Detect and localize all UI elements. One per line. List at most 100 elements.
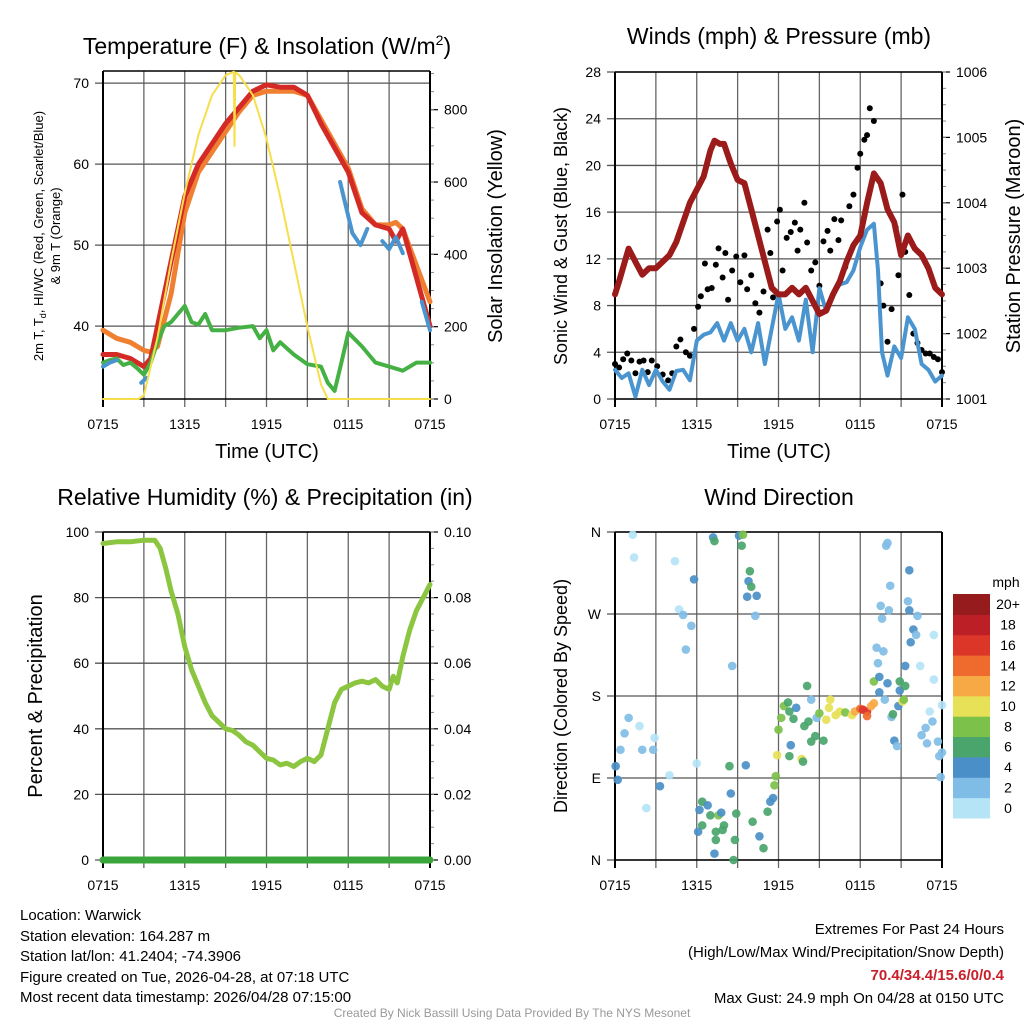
x-tick-label: 1315 — [169, 416, 200, 432]
station-info: Location: Warwick Station elevation: 164… — [20, 906, 351, 1009]
max-gust: Max Gust: 24.9 mph On 04/28 at 0150 UTC — [713, 990, 1004, 1007]
wind-gust-point — [733, 253, 740, 260]
wind-direction-point — [873, 658, 883, 668]
colorbar-label: 18 — [1000, 617, 1016, 633]
wind-gust-point — [725, 296, 732, 303]
colorbar-swatch — [953, 797, 990, 819]
wind-gust-point — [895, 272, 902, 279]
y2-tick-label: 800 — [444, 102, 468, 118]
wind-gust-point — [648, 357, 655, 364]
wind-gust-point — [764, 226, 771, 233]
wind-direction-point — [936, 772, 945, 782]
colorbar-label: 20+ — [996, 596, 1020, 612]
colorbar-swatch — [953, 655, 990, 676]
x-tick-label: 0115 — [333, 416, 363, 432]
y-tick-label: 4 — [593, 344, 601, 360]
wind-direction-point — [900, 681, 910, 691]
wind-gust-point — [812, 259, 819, 266]
wind-direction-plot: N E S W N 0715 1315 1915 0115 0715 mph 0 2 4 6 8 10 12 14 1… — [588, 524, 1020, 893]
wind-direction-point — [726, 789, 736, 798]
wind-direction-chart-title: Wind Direction — [704, 484, 854, 510]
station-elevation: Station elevation: 164.287 m — [20, 927, 211, 945]
wind-direction-point — [648, 745, 658, 755]
colorbar-swatch — [953, 695, 990, 717]
wind-direction-point — [925, 707, 935, 716]
wind-gust-point — [939, 369, 945, 376]
wind-direction-point — [913, 611, 922, 621]
wind-gust-point — [838, 217, 845, 224]
wind-direction-point — [899, 695, 909, 704]
wind-gust-point — [691, 325, 698, 332]
wind-gust-point — [791, 219, 798, 226]
insolation-ylabel: Solar Insolation (Yellow) — [485, 129, 507, 343]
colorbar-label: 8 — [1004, 718, 1012, 734]
wind-direction-point — [738, 530, 748, 540]
wind-gust-point — [846, 203, 853, 210]
wind-gust-point — [824, 227, 831, 234]
wind-direction-point — [642, 803, 651, 813]
wind-gust-point — [857, 150, 864, 157]
y2-tick-label: 0.02 — [444, 786, 471, 802]
wind-gust-point — [835, 237, 842, 244]
wind-direction-point — [786, 740, 796, 750]
wind-gust-point — [820, 238, 827, 245]
y-tick-label: 60 — [73, 655, 89, 671]
wind-gust-point — [808, 267, 815, 274]
relative-humidity-line — [100, 537, 433, 769]
wind-direction-point — [620, 729, 629, 738]
wind-gust-point — [715, 245, 722, 252]
wind-direction-point — [689, 575, 699, 584]
wind-gust-point — [767, 250, 774, 257]
y2-tick-label: 400 — [444, 246, 468, 262]
wind-direction-point — [772, 750, 782, 760]
wind-gust-point — [770, 294, 777, 301]
wind-direction-point — [770, 780, 779, 790]
colorbar-label: 2 — [1004, 779, 1012, 795]
wind-direction-point — [692, 759, 702, 768]
y-tick-label: S — [592, 688, 601, 704]
wind-direction-point — [730, 835, 740, 845]
wind-direction-point — [624, 713, 633, 723]
wind-gust-point — [616, 364, 623, 371]
colorbar-label: 4 — [1004, 759, 1012, 775]
x-tick-label: 1915 — [763, 416, 794, 432]
wind-direction-point — [616, 745, 625, 755]
wind-direction-point — [650, 733, 659, 743]
y-tick-label: W — [588, 606, 602, 622]
wind-direction-point — [681, 645, 691, 654]
wind-gust-point — [850, 191, 857, 198]
y2-tick-label: 200 — [444, 319, 468, 335]
wind-gust-point — [624, 350, 631, 357]
y-tick-label: 28 — [585, 64, 601, 80]
x-tick-label: 0715 — [599, 416, 630, 432]
wind-gust-point — [682, 349, 689, 356]
colorbar-label: 12 — [1000, 678, 1016, 694]
y-tick-label: 100 — [66, 524, 90, 540]
wind-gust-point — [640, 357, 647, 364]
td-line — [101, 303, 432, 393]
wind-gust-point — [701, 260, 708, 267]
y-tick-label: 60 — [73, 156, 89, 172]
wind-gust-point — [861, 136, 868, 143]
wind-gust-point — [783, 234, 790, 241]
x-tick-label: 0115 — [333, 877, 363, 893]
y2-tick-label: 600 — [444, 174, 468, 190]
wind-direction-point — [693, 827, 703, 837]
colorbar-label: 0 — [1004, 800, 1012, 816]
wind-direction-point — [903, 596, 913, 606]
colorbar-swatch — [953, 756, 990, 778]
wind-direction-point — [840, 708, 850, 717]
extremes-title: Extremes For Past 24 Hours — [814, 921, 1004, 938]
wind-gust-point — [686, 352, 693, 359]
x-tick-label: 0715 — [414, 877, 445, 893]
wind-gust-point — [620, 356, 627, 363]
x-tick-label: 1915 — [763, 877, 794, 893]
y2-tick-label: 0 — [444, 391, 452, 407]
speed-colorbar: mph 0 2 4 6 8 10 12 14 16 18 20+ — [953, 574, 1020, 819]
wind-direction-point — [611, 761, 620, 771]
wind-gust-point — [827, 247, 834, 254]
colorbar-label: 16 — [1000, 637, 1016, 653]
x-tick-label: 0715 — [87, 416, 118, 432]
wind-direction-point — [746, 582, 756, 591]
colorbar-swatch — [953, 614, 990, 636]
